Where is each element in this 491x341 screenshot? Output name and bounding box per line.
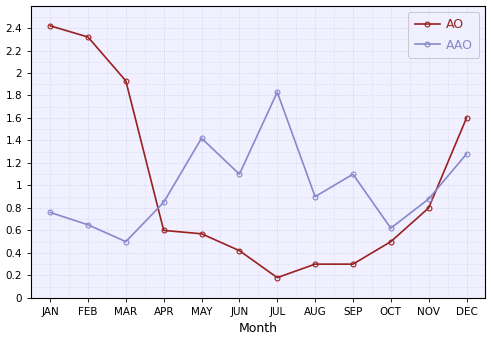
AO bbox=[312, 262, 318, 266]
Line: AO: AO bbox=[48, 24, 469, 280]
AAO bbox=[350, 172, 356, 176]
AO bbox=[388, 240, 394, 244]
AO bbox=[237, 249, 243, 253]
AO bbox=[47, 24, 53, 28]
AO bbox=[426, 206, 432, 210]
AO bbox=[350, 262, 356, 266]
AAO bbox=[312, 195, 318, 199]
AO bbox=[274, 276, 280, 280]
AO bbox=[464, 116, 469, 120]
Legend: AO, AAO: AO, AAO bbox=[409, 12, 479, 58]
AO bbox=[161, 228, 166, 233]
AAO bbox=[85, 223, 91, 227]
AAO bbox=[198, 136, 204, 140]
AAO bbox=[426, 197, 432, 201]
AAO bbox=[161, 200, 166, 204]
AO bbox=[123, 79, 129, 83]
AAO bbox=[388, 226, 394, 230]
AAO bbox=[464, 152, 469, 156]
Line: AAO: AAO bbox=[48, 90, 469, 244]
AAO bbox=[123, 240, 129, 244]
AAO bbox=[47, 210, 53, 214]
AO bbox=[198, 232, 204, 236]
AAO bbox=[274, 90, 280, 94]
AO bbox=[85, 35, 91, 39]
AAO bbox=[237, 172, 243, 176]
X-axis label: Month: Month bbox=[239, 323, 278, 336]
